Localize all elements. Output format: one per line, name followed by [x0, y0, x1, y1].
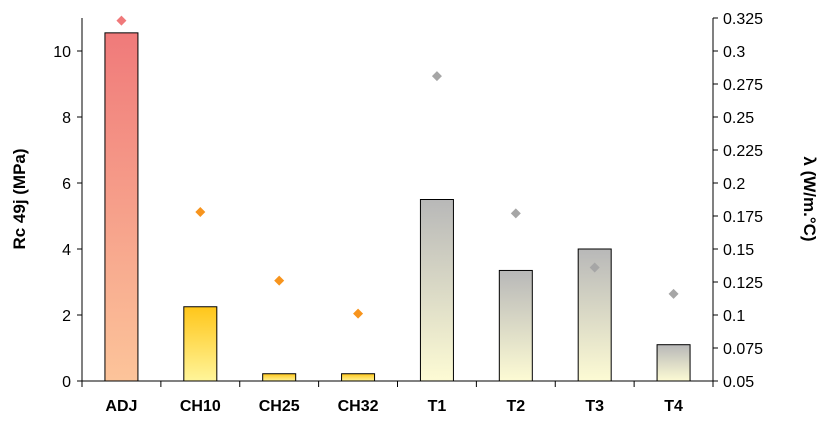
marker-adj [116, 15, 127, 26]
marker-t2 [510, 208, 521, 219]
y2-tick-label: 0.1 [723, 308, 745, 325]
y-tick-label: 8 [62, 110, 71, 127]
y-tick-label: 4 [62, 242, 71, 259]
x-tick-label: T1 [428, 398, 447, 415]
y2-tick-label: 0.275 [723, 77, 763, 94]
y-tick-label: 0 [62, 374, 71, 391]
y2-tick-label: 0.225 [723, 143, 763, 160]
y2-axis-title: λ (W/m.°C) [800, 156, 819, 241]
x-tick-label: T4 [664, 398, 683, 415]
x-tick-label: CH10 [180, 398, 221, 415]
y-axis-title: Rc 49j (MPa) [10, 148, 29, 249]
x-tick-label: T2 [506, 398, 525, 415]
y2-tick-label: 0.2 [723, 176, 745, 193]
marker-ch10 [195, 207, 206, 218]
marker-ch25 [274, 275, 285, 286]
x-tick-label: T3 [585, 398, 604, 415]
y2-tick-label: 0.25 [723, 110, 754, 127]
y2-tick-label: 0.075 [723, 341, 763, 358]
y2-tick-label: 0.05 [723, 374, 754, 391]
bar-ch32 [341, 373, 376, 382]
x-tick-label: CH25 [259, 398, 300, 415]
y2-tick-label: 0.125 [723, 275, 763, 292]
bar-ch25 [262, 373, 297, 382]
y2-tick-label: 0.175 [723, 209, 763, 226]
y2-tick-label: 0.15 [723, 242, 754, 259]
marker-t1 [431, 71, 442, 82]
x-tick-label: ADJ [105, 398, 137, 415]
marker-t3 [589, 262, 600, 273]
marker-ch32 [353, 308, 364, 319]
x-tick-label: CH32 [338, 398, 379, 415]
marker-t4 [668, 288, 679, 299]
bar-t2 [498, 269, 533, 382]
y2-tick-label: 0.325 [723, 11, 763, 28]
y-tick-label: 10 [53, 44, 71, 61]
y2-tick-label: 0.3 [723, 44, 745, 61]
y-tick-label: 2 [62, 308, 71, 325]
bar-t1 [419, 199, 454, 382]
bar-t4 [656, 344, 691, 382]
bar-adj [104, 32, 139, 382]
y-tick-label: 6 [62, 176, 71, 193]
bar-ch10 [183, 306, 218, 382]
plot-area: 0 2 4 6 8 10 0.05 0.075 0.1 0.125 0.15 0.175 0.2 0.22… [53, 11, 763, 415]
